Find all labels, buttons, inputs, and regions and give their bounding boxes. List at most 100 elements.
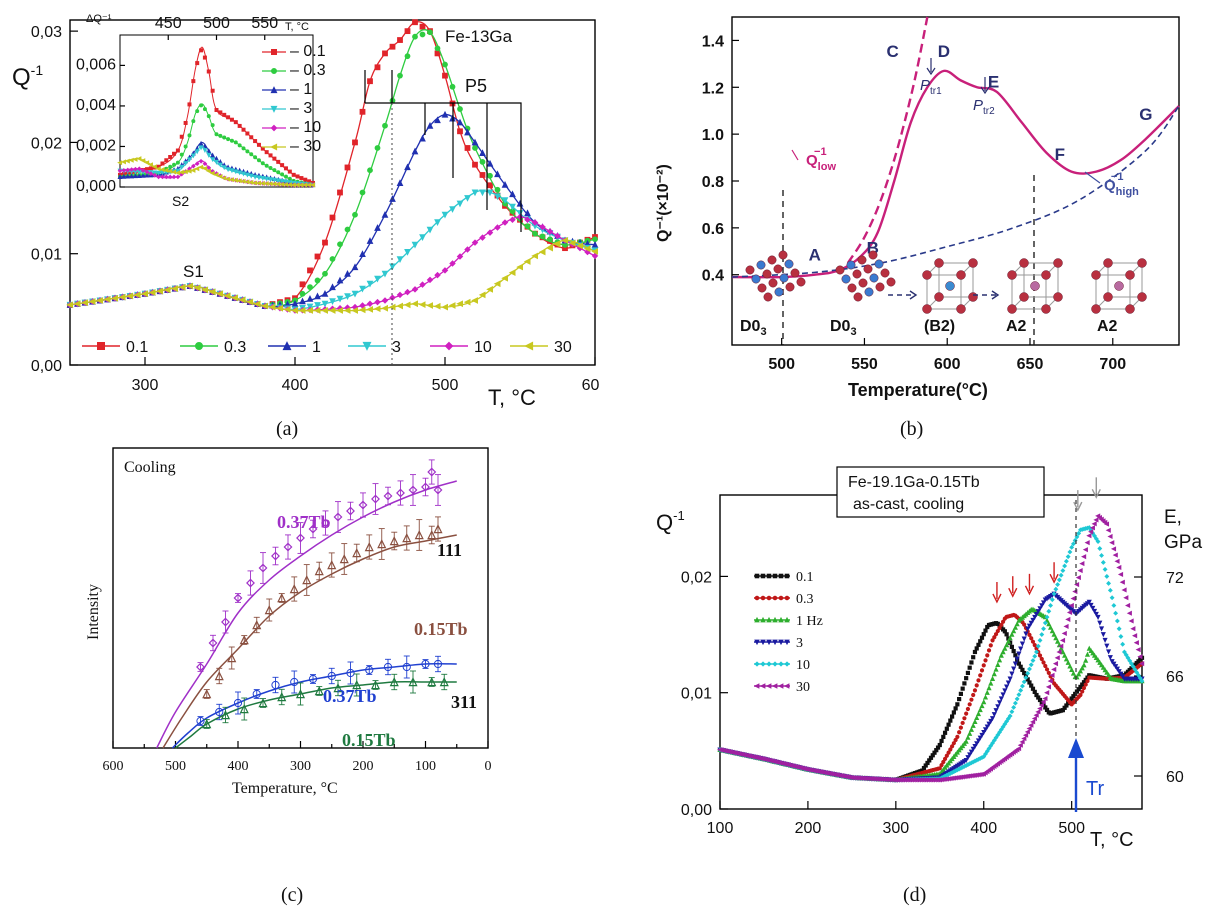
data-point-d xyxy=(1018,646,1024,652)
data-point-d xyxy=(1009,671,1015,677)
inset-data-point xyxy=(232,177,238,183)
inset-data-point xyxy=(140,168,146,173)
inset-data-point xyxy=(287,180,293,186)
data-point-c xyxy=(439,677,449,687)
data-point-c xyxy=(402,662,411,672)
y-axis-label-b: Q⁻¹(×10⁻²) xyxy=(655,164,672,242)
data-point-d xyxy=(1025,626,1031,632)
inset-data-point xyxy=(129,167,134,172)
data-point-a xyxy=(337,189,343,196)
inset-legend-marker xyxy=(270,105,278,113)
data-point-d xyxy=(1039,632,1045,638)
data-point-a xyxy=(591,252,599,260)
data-point-c xyxy=(233,698,243,708)
data-point-d xyxy=(1098,626,1105,632)
legend-marker-d xyxy=(766,573,772,579)
data-point-a xyxy=(411,300,418,308)
data-point-c xyxy=(258,698,268,708)
data-point-d xyxy=(997,700,1003,706)
annotation-p5: P5 xyxy=(465,76,487,96)
tr-label: Tr xyxy=(1086,778,1104,800)
legend-marker-d xyxy=(772,573,778,579)
data-point-d xyxy=(1040,699,1046,705)
point-label-d: D xyxy=(938,42,950,61)
data-point-c xyxy=(258,563,268,573)
legend-marker-d xyxy=(772,661,778,667)
data-point-d xyxy=(993,666,999,672)
data-point-d xyxy=(1009,631,1015,637)
data-point-d xyxy=(985,653,990,658)
inset-data-point xyxy=(172,151,177,156)
data-point-d xyxy=(1002,721,1008,727)
inset-data-point xyxy=(164,158,169,163)
data-point-d xyxy=(984,748,990,754)
x-tick-label-c: 100 xyxy=(415,759,436,774)
data-point-a xyxy=(351,290,359,298)
inset-data-point xyxy=(190,153,196,159)
data-point-d xyxy=(1120,641,1126,647)
inset-data-point xyxy=(229,117,234,122)
data-point-d xyxy=(1098,662,1105,668)
atom xyxy=(863,264,873,274)
inset-data-point xyxy=(225,167,231,173)
data-point-a xyxy=(441,303,448,311)
data-point-a xyxy=(351,307,358,314)
inset-data-point xyxy=(190,167,196,173)
data-point-a xyxy=(508,269,516,276)
legend-marker-d xyxy=(760,595,766,601)
data-point-d xyxy=(1056,577,1062,583)
atom xyxy=(857,255,867,265)
data-point-c xyxy=(346,668,355,678)
data-point-a xyxy=(322,270,328,277)
data-point-d xyxy=(1019,739,1025,745)
inset-y-label: ΔQ⁻¹ xyxy=(86,13,112,25)
data-point-d xyxy=(1107,587,1113,593)
data-point-d xyxy=(991,737,997,743)
x-tick-label-d: 100 xyxy=(707,820,734,837)
data-point-a xyxy=(381,211,389,218)
data-point-d xyxy=(1059,637,1066,643)
data-point-d xyxy=(1021,679,1027,685)
data-point-a xyxy=(396,179,404,187)
data-point-c xyxy=(239,704,249,714)
data-point-a xyxy=(343,307,351,314)
x-tick-label-d: 400 xyxy=(970,820,997,837)
data-point-a xyxy=(381,270,389,278)
data-point-c xyxy=(271,551,280,561)
inset-legend: – 0.1 – 0.3 – 1 – 3 – 10 – 30 xyxy=(262,43,326,155)
data-point-d xyxy=(972,718,978,724)
data-point-d xyxy=(1002,688,1008,694)
data-point-c xyxy=(208,638,218,648)
inset-data-point xyxy=(194,166,200,172)
data-point-d xyxy=(1021,636,1027,642)
x-tick-label-c: 400 xyxy=(228,759,249,774)
data-point-d xyxy=(1074,534,1080,540)
atom xyxy=(785,282,795,292)
atom xyxy=(835,265,845,275)
atom xyxy=(968,292,978,302)
inset-data-point xyxy=(199,103,204,108)
atom xyxy=(790,268,800,278)
data-point-d xyxy=(946,750,951,755)
data-point-a xyxy=(374,145,381,151)
inset-data-point xyxy=(272,156,277,161)
data-point-a xyxy=(118,293,126,301)
data-point-a xyxy=(299,290,306,297)
data-point-d xyxy=(1066,609,1073,616)
atom xyxy=(1053,258,1063,268)
inset-x-tick-label: 500 xyxy=(203,15,230,32)
data-point-a xyxy=(396,291,404,299)
data-point-a xyxy=(411,241,419,249)
legend-label-d: 1 Hz xyxy=(796,614,823,629)
y-tick-label-a: 0,02 xyxy=(31,135,62,152)
data-point-d xyxy=(1017,742,1023,748)
data-point-a xyxy=(133,291,141,299)
atom xyxy=(784,259,794,269)
data-point-d xyxy=(1090,605,1096,611)
peak-arrow-head xyxy=(1049,573,1059,584)
data-point-a xyxy=(366,300,374,308)
inset-data-point xyxy=(249,152,254,157)
inset-data-point xyxy=(222,112,227,117)
atom xyxy=(1103,292,1113,302)
data-point-d xyxy=(1053,635,1059,641)
